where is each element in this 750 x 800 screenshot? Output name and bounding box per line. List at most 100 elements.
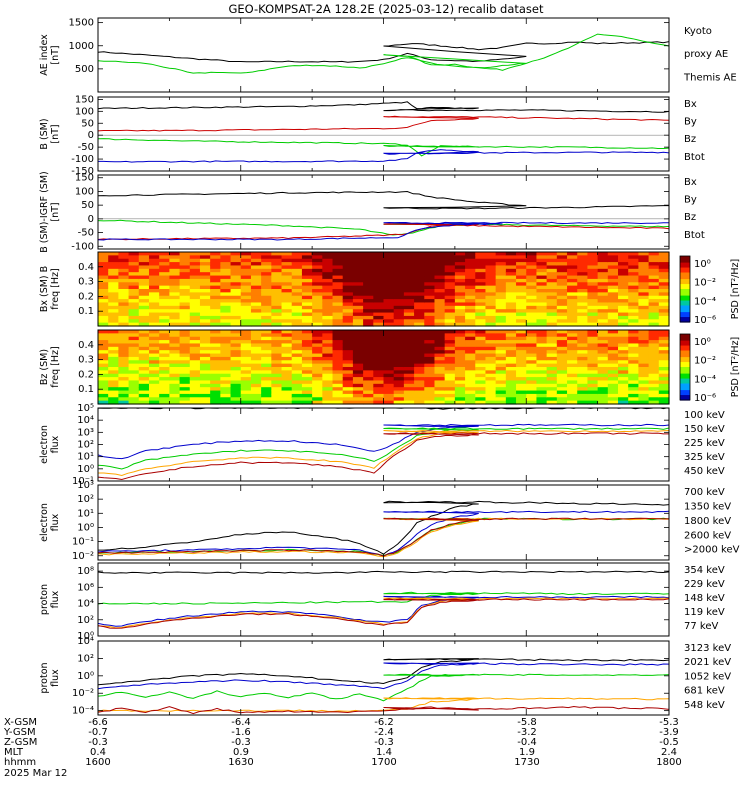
panel-bzspec-cell [108, 377, 119, 382]
panel-bzspec-cell [454, 377, 466, 382]
panel-bzspec-cell [526, 393, 538, 398]
panel-bzspec-cell [475, 350, 487, 355]
panel-bzspec-cell [301, 330, 313, 334]
panel-bzspec-cell [261, 400, 272, 405]
panel-bxspec-cell [536, 312, 548, 317]
panel-bzspec-cell [189, 383, 201, 388]
panel-bzspec-cell [475, 397, 487, 402]
panel-bzspec-cell [434, 356, 446, 361]
panel-bzspec-cell [271, 393, 283, 398]
panel-bzspec-cell [485, 353, 497, 358]
panel-bxspec-cell [363, 262, 374, 267]
panel-bxspec-cell [342, 282, 354, 287]
panel-bxspec-cell [128, 258, 140, 263]
panel-bxspec-cell [424, 258, 436, 263]
panel-bzspec-cell [189, 363, 201, 368]
panel-bzspec-cell [648, 350, 660, 355]
panel-bxspec-cell [312, 268, 323, 273]
panel-bxspec-cell [465, 322, 476, 327]
panel-bxspec-cell [638, 285, 650, 290]
panel-bxspec-cell [230, 302, 242, 307]
panel-bzspec-cell [108, 356, 119, 361]
panel-bsmigrf: B (SM)-IGRF (SM) [nT]150100500-50-100BxBy… [39, 171, 705, 253]
panel-bzspec-cell [179, 390, 191, 395]
panel-bzspec-cell [159, 397, 170, 402]
panel-bxspec-colorbar-cell [680, 270, 690, 274]
panel-bzspec-colorbar-cell [680, 363, 690, 366]
panel-bxspec-cell [240, 315, 252, 320]
panel-bzspec-cell [454, 336, 466, 341]
panel-bzspec-cell [98, 390, 109, 395]
panel-bzspec-cell [465, 393, 476, 398]
panel-bxspec-cell [148, 255, 160, 260]
panel-pflux2-legend-item: 2021 keV [684, 657, 731, 668]
panel-bxspec-cell [159, 278, 170, 283]
panel-bxspec-cell [291, 302, 303, 307]
panel-bxspec-cell [393, 268, 405, 273]
panel-bxspec-cell [199, 258, 211, 263]
panel-bzspec-cell [597, 377, 609, 382]
panel-bzspec-cell [199, 333, 211, 338]
panel-bxspec-cell [648, 278, 660, 283]
panel-bzspec-cell [403, 373, 415, 378]
panel-bxspec-cell [352, 265, 364, 270]
panel-bzspec-cell [638, 400, 650, 405]
panel-bxspec-cell [210, 272, 221, 277]
panel-bzspec-cell [373, 360, 385, 365]
panel-bxspec-cell [383, 255, 395, 260]
panel-bxspec-cell [403, 265, 415, 270]
panel-bzspec-cell [322, 393, 334, 398]
date-label: 2025 Mar 12 [4, 768, 67, 779]
panel-bxspec-cell [189, 258, 201, 263]
panel-bzspec-cell [516, 353, 527, 358]
panel-bzspec-cell [424, 373, 436, 378]
panel-bxspec-cell [414, 292, 425, 297]
panel-bzspec-cell [587, 393, 599, 398]
panel-bzspec-cell [128, 356, 140, 361]
panel-bzspec-cell [383, 363, 395, 368]
panel-bxspec-cell [393, 309, 405, 314]
panel-bzspec-cell [516, 383, 527, 388]
panel-bxspec-cell [618, 265, 629, 270]
panel-bzspec-cell [577, 363, 589, 368]
panel-bxspec-cell [250, 292, 262, 297]
panel-bzspec-cell [210, 340, 221, 345]
panel-bzspec-cell [536, 373, 548, 378]
panel-bxspec-cell [618, 302, 629, 307]
panel-bxspec-cell [148, 322, 160, 327]
panel-bzspec-cell [291, 380, 303, 385]
panel-bzspec-cell [291, 400, 303, 405]
panel-bzspec-cell [291, 397, 303, 402]
panel-bxspec-cell [169, 309, 181, 314]
panel-bxspec-cell [414, 265, 425, 270]
panel-bzspec-cell [403, 346, 415, 351]
panel-bxspec-cell [638, 262, 650, 267]
panel-bzspec-cell [189, 340, 201, 345]
panel-bzspec-cell [505, 330, 517, 334]
panel-bzspec-cell [485, 346, 497, 351]
panel-bxspec-cell [301, 312, 313, 317]
panel-bxspec-cell [424, 305, 436, 310]
panel-bzspec-cell [434, 353, 446, 358]
panel-bzspec-cell [352, 340, 364, 345]
panel-bzspec-cell [373, 350, 385, 355]
panel-bxspec-cell [138, 262, 150, 267]
panel-bzspec-cell [179, 346, 191, 351]
panel-bzspec-cell [444, 377, 456, 382]
panel-bxspec-cell [658, 315, 670, 320]
panel-bzspec-cell [424, 377, 436, 382]
panel-bxspec-cell [271, 305, 283, 310]
panel-bzspec-cell [352, 367, 364, 371]
panel-pflux1-series [98, 597, 669, 629]
panel-bxspec-cell [434, 252, 446, 256]
panel-bzspec-cell [363, 387, 374, 392]
panel-bxspec-cell [261, 299, 272, 304]
panel-pflux2-series [98, 697, 669, 712]
panel-bzspec-cell [495, 346, 507, 351]
panel-bzspec-cell [434, 350, 446, 355]
panel-bzspec-cell [526, 360, 538, 365]
panel-bxspec-cell [301, 285, 313, 290]
panel-bzspec-cell [638, 356, 650, 361]
panel-bzspec-cell [414, 373, 425, 378]
panel-bzspec-cell [505, 360, 517, 365]
